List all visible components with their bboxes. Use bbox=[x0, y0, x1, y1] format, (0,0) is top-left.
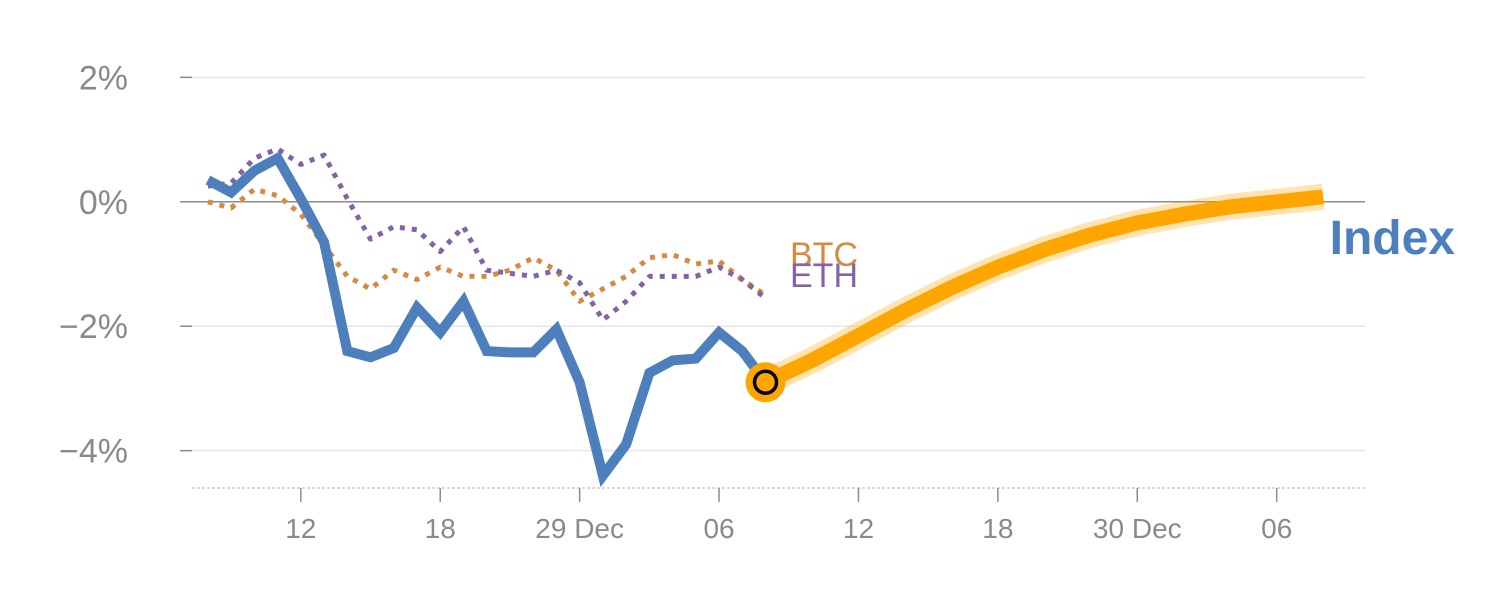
x-tick-label: 30 Dec bbox=[1093, 513, 1182, 544]
legend-label-index: Index bbox=[1330, 212, 1456, 265]
x-tick-label: 18 bbox=[425, 513, 456, 544]
y-tick-label: 2% bbox=[79, 59, 128, 97]
marker-point bbox=[752, 369, 779, 395]
legend-label-btc: BTC bbox=[790, 236, 858, 274]
y-axis-ticks: 2% 0% −2% −4% bbox=[59, 59, 128, 470]
series-line-eth bbox=[207, 146, 768, 323]
x-tick-label: 18 bbox=[982, 513, 1013, 544]
x-tick-label: 29 Dec bbox=[535, 513, 624, 544]
y-tick-label: −4% bbox=[59, 433, 128, 471]
y-tick-label: −2% bbox=[59, 308, 128, 346]
series-line-btc bbox=[207, 186, 767, 304]
x-tick-label: 12 bbox=[843, 513, 874, 544]
x-tick-label: 06 bbox=[1261, 513, 1292, 544]
legend-label-eth: ETH bbox=[790, 257, 858, 295]
series-line-forecast bbox=[762, 189, 1325, 389]
y-tick-label: 0% bbox=[79, 184, 128, 222]
grid-layer bbox=[180, 76, 1365, 489]
series-line-index bbox=[205, 151, 770, 488]
series-layer bbox=[205, 146, 1325, 488]
x-tick-label: 06 bbox=[703, 513, 734, 544]
x-tick-label: 12 bbox=[285, 513, 316, 544]
x-axis-ticks: 12 18 29 Dec 06 12 18 30 Dec 06 bbox=[285, 488, 1292, 544]
